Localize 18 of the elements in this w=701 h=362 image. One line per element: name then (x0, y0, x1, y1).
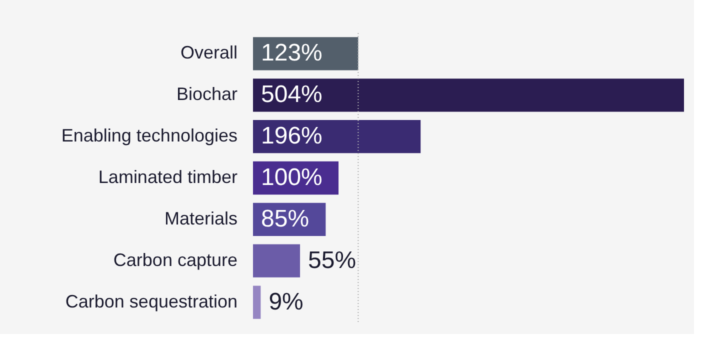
y-tick-label: Biochar (176, 84, 238, 104)
y-tick-label: Materials (164, 208, 238, 228)
data-label: 55% (308, 246, 356, 274)
y-tick-label: Carbon capture (113, 250, 238, 270)
bar (253, 244, 300, 278)
bar (253, 120, 421, 154)
data-label: 100% (261, 164, 322, 191)
data-label: 504% (261, 81, 322, 108)
data-label: 123% (261, 40, 322, 67)
y-tick-label: Laminated timber (98, 167, 238, 187)
bar (253, 286, 261, 319)
data-label: 85% (261, 205, 310, 232)
y-tick-label: Overall (180, 42, 238, 63)
data-label: 196% (261, 122, 322, 150)
bar (253, 78, 684, 112)
y-tick-label: Carbon sequestration (65, 291, 238, 312)
y-tick-label: Enabling technologies (61, 126, 238, 146)
data-label: 9% (268, 288, 304, 316)
